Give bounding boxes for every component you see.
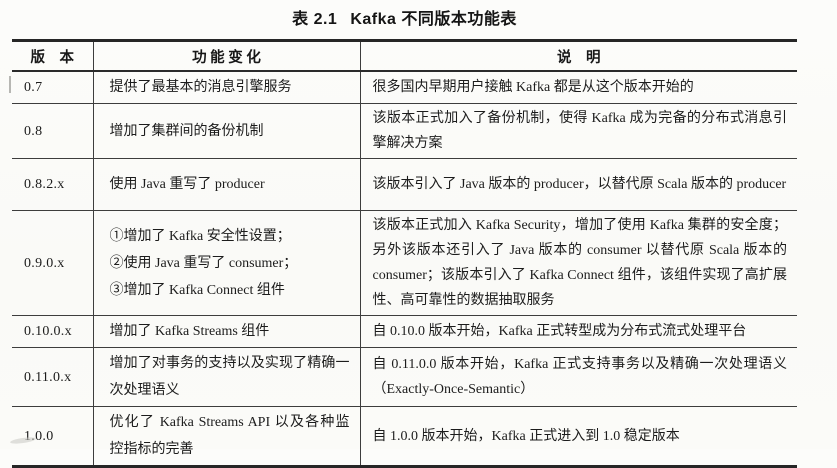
description-cell: 自 0.11.0.0 版本开始，Kafka 正式支持事务以及精确一次处理语义（E… [360,347,797,407]
feature-line: 增加了 Kafka Streams 组件 [109,324,270,339]
version-cell: 0.8 [12,103,94,159]
feature-line: ②使用 Java 重写了 consumer； [109,255,298,271]
version-cell: 0.7 [12,71,94,104]
features-cell: 提供了最基本的消息引擎服务 [93,71,361,104]
table-caption-text: Kafka 不同版本功能表 [350,11,517,28]
description-cell: 该版本正式加入了备份机制，使得 Kafka 成为完备的分布式消息引擎解决方案 [360,103,797,159]
header-cell-version: 版 本 [12,40,94,72]
description-cell: 该版本正式加入 Kafka Security，增加了使用 Kafka 集群的安全… [360,210,797,316]
features-cell: 使用 Java 重写了 producer [93,158,361,211]
scan-artifact [9,76,11,93]
version-cell: 0.10.0.x [12,315,94,348]
version-cell: 0.11.0.x [12,347,94,407]
features-cell: ①增加了 Kafka 安全性设置； ②使用 Java 重写了 consumer；… [93,210,361,316]
table-header-row: 版 本 功 能 变 化 说 明 [12,40,797,72]
features-cell: 增加了对事务的支持以及实现了精确一次处理语义 [93,347,361,407]
description-cell: 该版本引入了 Java 版本的 producer，以替代原 Scala 版本的 … [360,158,797,211]
header-cell-features: 功 能 变 化 [93,40,361,72]
feature-line: ③增加了 Kafka Connect 组件 [109,282,285,298]
table-row: 1.0.0 优化了 Kafka Streams API 以及各种监控指标的完善 … [12,406,797,467]
description-cell: 自 1.0.0 版本开始，Kafka 正式进入到 1.0 稳定版本 [372,428,680,444]
description-cell: 很多国内早期用户接触 Kafka 都是从这个版本开始的 [360,71,797,104]
feature-line: 增加了集群间的备份机制 [109,123,264,139]
kafka-version-table: 版 本 功 能 变 化 说 明 0.7 提供了最基本的消息引擎服务 很多国内早期… [12,39,797,468]
feature-line: 增加了对事务的支持以及实现了精确一次处理语义 [109,356,350,398]
table-row: 0.11.0.x 增加了对事务的支持以及实现了精确一次处理语义 自 0.11.0… [12,347,797,407]
feature-line: 使用 Java 重写了 producer [109,177,265,192]
table-row: 0.7 提供了最基本的消息引擎服务 很多国内早期用户接触 Kafka 都是从这个… [12,71,797,104]
table-row: 0.10.0.x 增加了 Kafka Streams 组件 自 0.10.0 版… [12,315,797,348]
features-cell: 增加了 Kafka Streams 组件 [93,315,361,348]
feature-line: 优化了 Kafka Streams API 以及各种监控指标的完善 [109,415,350,457]
table-row: 0.8 增加了集群间的备份机制 该版本正式加入了备份机制，使得 Kafka 成为… [12,103,797,159]
table-row: 0.9.0.x ①增加了 Kafka 安全性设置； ②使用 Java 重写了 c… [12,210,797,316]
feature-line: ①增加了 Kafka 安全性设置； [109,228,291,244]
table-caption-number: 表 2.1 [292,11,338,28]
feature-line: 提供了最基本的消息引擎服务 [109,80,292,95]
features-cell: 优化了 Kafka Streams API 以及各种监控指标的完善 [93,406,361,467]
version-cell: 0.9.0.x [12,210,94,316]
features-cell: 增加了集群间的备份机制 [93,103,361,159]
table-caption: 表 2.1 Kafka 不同版本功能表 [12,5,797,29]
version-cell: 1.0.0 [12,406,94,467]
description-cell: 自 0.10.0 版本开始，Kafka 正式转型成为分布式流式处理平台 [360,315,797,348]
header-cell-description: 说 明 [360,40,797,72]
version-cell: 0.8.2.x [12,158,94,211]
table-row: 0.8.2.x 使用 Java 重写了 producer 该版本引入了 Java… [12,158,797,211]
